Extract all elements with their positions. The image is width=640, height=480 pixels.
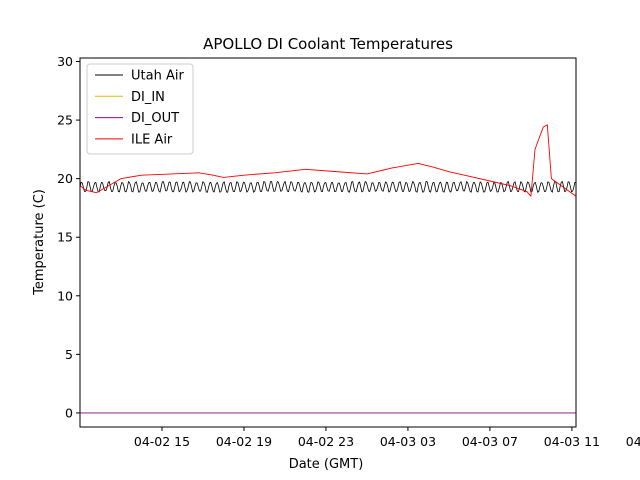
chart-title: APOLLO DI Coolant Temperatures [203, 35, 453, 53]
x-tick-label: 04-03 15 [626, 434, 640, 449]
x-tick-label: 04-02 23 [298, 434, 354, 449]
legend-frame [86, 63, 194, 155]
legend-entry: ILE Air [131, 132, 173, 147]
series-line-utah-air [80, 181, 576, 193]
plot-frame [79, 57, 577, 428]
legend-entry: Utah Air [131, 69, 184, 84]
y-axis-label: Temperature (C) [32, 189, 47, 296]
x-tick-label: 04-02 15 [134, 434, 190, 449]
y-tick-label: 25 [57, 113, 73, 128]
y-tick-label: 15 [57, 230, 73, 245]
y-axis: 0 5 10 15 20 25 30 [57, 54, 80, 420]
y-tick-label: 10 [57, 288, 73, 303]
y-tick-label: 0 [65, 405, 73, 420]
x-axis: 04-02 15 04-02 19 04-02 23 04-03 03 04-03 07… [134, 427, 640, 449]
legend-entry: DI_IN [131, 90, 165, 105]
x-tick-label: 04-03 11 [544, 434, 600, 449]
x-axis-label: Date (GMT) [289, 457, 364, 472]
legend: Utah Air DI_IN DI_OUT ILE Air [86, 63, 194, 155]
plot-area [80, 124, 576, 414]
series-line-ile-air [80, 124, 576, 197]
legend-entry: DI_OUT [131, 111, 179, 126]
x-tick-label: 04-03 03 [380, 434, 436, 449]
y-tick-label: 30 [57, 54, 73, 69]
y-tick-label: 20 [57, 171, 73, 186]
x-tick-label: 04-03 07 [462, 434, 518, 449]
x-tick-label: 04-02 19 [216, 434, 272, 449]
y-tick-label: 5 [65, 347, 73, 362]
